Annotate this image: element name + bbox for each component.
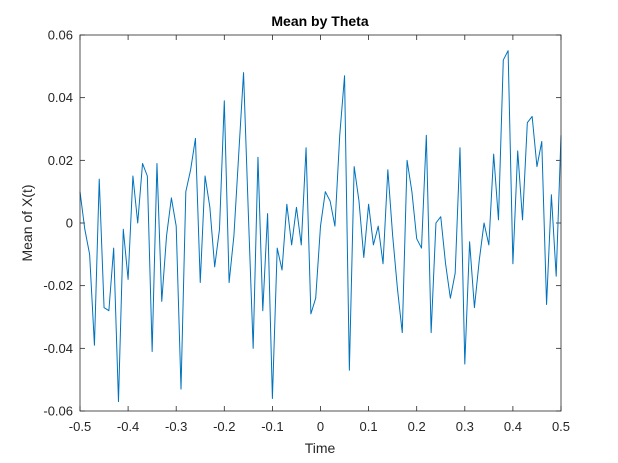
plot-area-frame xyxy=(79,34,562,412)
y-tick-label: -0.02 xyxy=(43,278,73,293)
x-tick-label: 0.5 xyxy=(552,419,570,434)
x-tick-label: 0.1 xyxy=(360,419,378,434)
y-tick-label: 0.06 xyxy=(48,28,73,43)
x-tick-label: 0.2 xyxy=(408,419,426,434)
x-tick-label: 0.4 xyxy=(504,419,522,434)
x-tick-label: -0.2 xyxy=(213,419,235,434)
y-tick-label: 0.04 xyxy=(48,90,73,105)
x-axis-label: Time xyxy=(305,440,336,456)
x-tick-label: -0.1 xyxy=(261,419,283,434)
y-tick-label: -0.06 xyxy=(43,404,73,419)
x-tick-label: -0.5 xyxy=(69,419,91,434)
x-tick-label: 0.3 xyxy=(456,419,474,434)
chart-title: Mean by Theta xyxy=(271,13,368,29)
y-tick-label: 0 xyxy=(66,216,73,231)
x-tick-label: -0.3 xyxy=(165,419,187,434)
y-axis-label: Mean of X(t) xyxy=(19,184,35,261)
y-tick-label: 0.02 xyxy=(48,153,73,168)
series-line xyxy=(79,50,562,403)
y-tick-label: -0.04 xyxy=(43,341,73,356)
x-tick-label: 0 xyxy=(317,419,324,434)
x-tick-label: -0.4 xyxy=(117,419,139,434)
tick-labels: -0.5 -0.4 -0.3 -0.2 -0.1 0 0.1 0.2 0.3 0.4 0.5 -0.0… xyxy=(43,28,570,435)
